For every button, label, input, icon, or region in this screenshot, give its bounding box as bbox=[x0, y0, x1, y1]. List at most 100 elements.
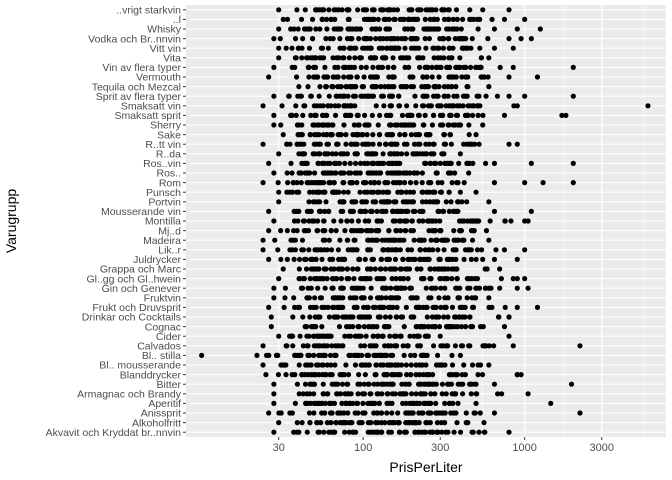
data-point bbox=[491, 45, 498, 51]
data-point bbox=[310, 151, 316, 157]
data-point bbox=[378, 362, 384, 368]
data-point bbox=[430, 45, 436, 51]
data-point bbox=[349, 180, 356, 186]
data-point bbox=[266, 160, 272, 166]
data-point bbox=[341, 122, 347, 128]
data-point bbox=[296, 84, 302, 90]
data-point bbox=[391, 7, 397, 13]
data-point bbox=[378, 218, 385, 224]
data-point bbox=[365, 237, 371, 243]
data-point bbox=[401, 180, 408, 186]
data-point bbox=[383, 55, 389, 61]
data-point bbox=[365, 381, 371, 387]
data-point bbox=[469, 36, 475, 42]
data-point bbox=[428, 180, 434, 186]
data-point bbox=[470, 218, 476, 224]
y-tick-label: Drinkar och Cocktails bbox=[82, 312, 181, 324]
data-point bbox=[393, 276, 399, 282]
data-point bbox=[457, 151, 463, 157]
data-point bbox=[339, 381, 346, 387]
data-point bbox=[343, 362, 349, 368]
data-point bbox=[281, 304, 287, 310]
data-point bbox=[334, 343, 340, 349]
data-point bbox=[486, 199, 492, 205]
data-point bbox=[457, 352, 463, 358]
data-point bbox=[448, 103, 454, 109]
data-point bbox=[378, 410, 384, 416]
data-point bbox=[471, 16, 477, 22]
data-point bbox=[318, 45, 324, 51]
outlier-point bbox=[510, 45, 516, 51]
data-point bbox=[298, 170, 304, 176]
data-point bbox=[357, 381, 363, 387]
y-tick-label: Ros..vin bbox=[143, 158, 181, 170]
data-point bbox=[450, 16, 456, 22]
data-point bbox=[397, 180, 404, 186]
data-point bbox=[441, 237, 447, 243]
data-point bbox=[398, 333, 404, 339]
data-point bbox=[454, 103, 460, 109]
data-point bbox=[462, 372, 468, 378]
data-point bbox=[433, 237, 440, 243]
data-point bbox=[447, 132, 453, 138]
data-point bbox=[430, 285, 436, 291]
data-point bbox=[320, 333, 326, 339]
data-point bbox=[278, 256, 284, 262]
data-point bbox=[392, 391, 398, 397]
data-point bbox=[483, 93, 489, 99]
data-point bbox=[443, 304, 449, 310]
data-point bbox=[388, 343, 394, 349]
data-point bbox=[305, 170, 311, 176]
data-point bbox=[379, 352, 385, 358]
data-point bbox=[375, 314, 381, 320]
data-point bbox=[363, 228, 370, 234]
data-point bbox=[441, 84, 448, 90]
y-tick-label: Cognac bbox=[145, 321, 181, 333]
data-point bbox=[405, 208, 411, 214]
data-point bbox=[420, 103, 427, 109]
data-point bbox=[397, 160, 403, 166]
data-point bbox=[349, 218, 355, 224]
data-point bbox=[321, 247, 327, 253]
data-point bbox=[391, 237, 398, 243]
data-point bbox=[377, 26, 383, 32]
data-point bbox=[400, 84, 407, 90]
data-point bbox=[307, 314, 313, 320]
data-point bbox=[346, 429, 352, 435]
data-point bbox=[387, 314, 393, 320]
data-point bbox=[419, 199, 426, 205]
data-point bbox=[351, 304, 357, 310]
data-point bbox=[386, 420, 392, 426]
outlier-point bbox=[570, 93, 576, 99]
data-point bbox=[343, 141, 349, 147]
data-point bbox=[444, 64, 450, 70]
data-point bbox=[348, 208, 354, 214]
data-point bbox=[399, 314, 406, 320]
data-point bbox=[330, 84, 336, 90]
data-point bbox=[473, 132, 479, 138]
data-point bbox=[388, 160, 394, 166]
data-point bbox=[452, 343, 459, 349]
outlier-point bbox=[522, 93, 528, 99]
data-point bbox=[380, 247, 386, 253]
data-point bbox=[431, 16, 438, 22]
data-point bbox=[334, 141, 340, 147]
data-point bbox=[384, 391, 390, 397]
data-point bbox=[395, 36, 401, 42]
data-point bbox=[434, 420, 440, 426]
data-point bbox=[393, 228, 399, 234]
data-point bbox=[407, 7, 414, 13]
y-tick-labels: Akvavit och Kryddat br..nnvinAlkoholfrit… bbox=[46, 5, 186, 439]
data-point bbox=[453, 7, 460, 13]
data-point bbox=[465, 420, 471, 426]
data-point bbox=[371, 381, 377, 387]
data-point bbox=[354, 400, 361, 406]
data-point bbox=[388, 381, 394, 387]
data-point bbox=[306, 74, 312, 80]
data-point bbox=[408, 199, 414, 205]
data-point bbox=[443, 324, 450, 330]
data-point bbox=[312, 199, 318, 205]
data-point bbox=[323, 36, 329, 42]
data-point bbox=[343, 132, 349, 138]
